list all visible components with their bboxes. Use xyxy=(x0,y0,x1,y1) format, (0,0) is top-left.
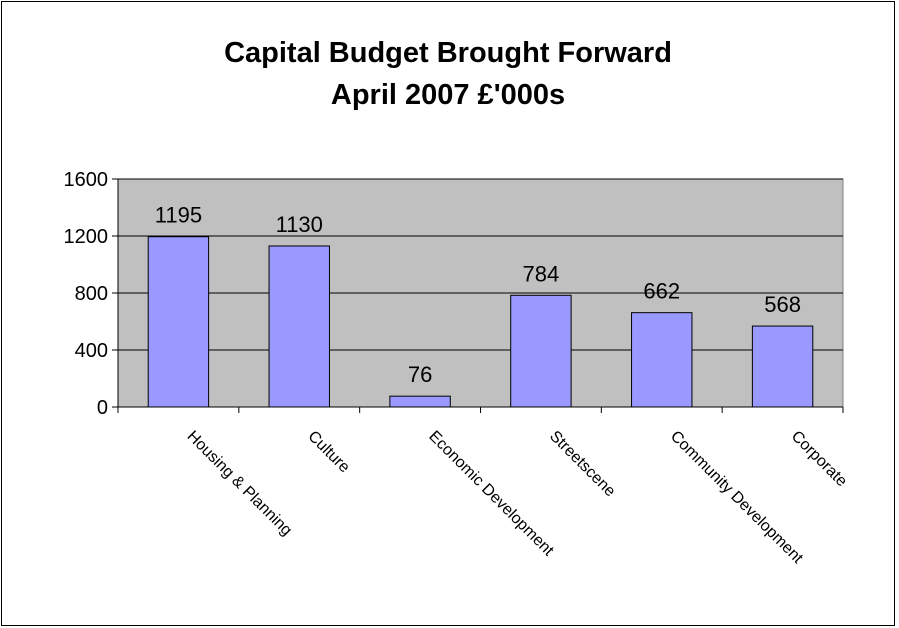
data-label-3: 784 xyxy=(523,261,560,286)
bar-2 xyxy=(389,395,451,408)
y-tick-label-3: 1200 xyxy=(64,226,109,248)
y-tick-label-2: 800 xyxy=(75,283,108,305)
category-label-5: Corporate xyxy=(788,428,850,490)
y-tick-label-0: 0 xyxy=(97,397,108,419)
bar-5 xyxy=(751,325,814,408)
y-tick-label-4: 1600 xyxy=(64,169,109,191)
chart-title-line-2: April 2007 £'000s xyxy=(330,79,566,111)
bar-4 xyxy=(631,312,693,408)
data-label-5: 568 xyxy=(764,292,801,317)
category-label-0: Housing & Planning xyxy=(184,428,295,539)
y-tick-label-1: 400 xyxy=(75,340,108,362)
data-label-2: 76 xyxy=(408,362,432,387)
bar-3 xyxy=(510,294,572,408)
category-label-2: Economic Development xyxy=(425,428,557,560)
category-label-3: Streetscene xyxy=(546,428,618,500)
data-label-0: 1195 xyxy=(155,203,202,228)
category-label-4: Community Development xyxy=(667,428,806,567)
data-label-4: 662 xyxy=(643,279,680,304)
bar-1 xyxy=(268,245,330,408)
bar-0 xyxy=(147,236,210,408)
data-label-1: 1130 xyxy=(276,212,323,237)
chart-title: Capital Budget Brought Forward April 200… xyxy=(2,32,894,116)
category-label-1: Culture xyxy=(304,428,353,477)
chart-title-line-1: Capital Budget Brought Forward xyxy=(224,37,672,69)
